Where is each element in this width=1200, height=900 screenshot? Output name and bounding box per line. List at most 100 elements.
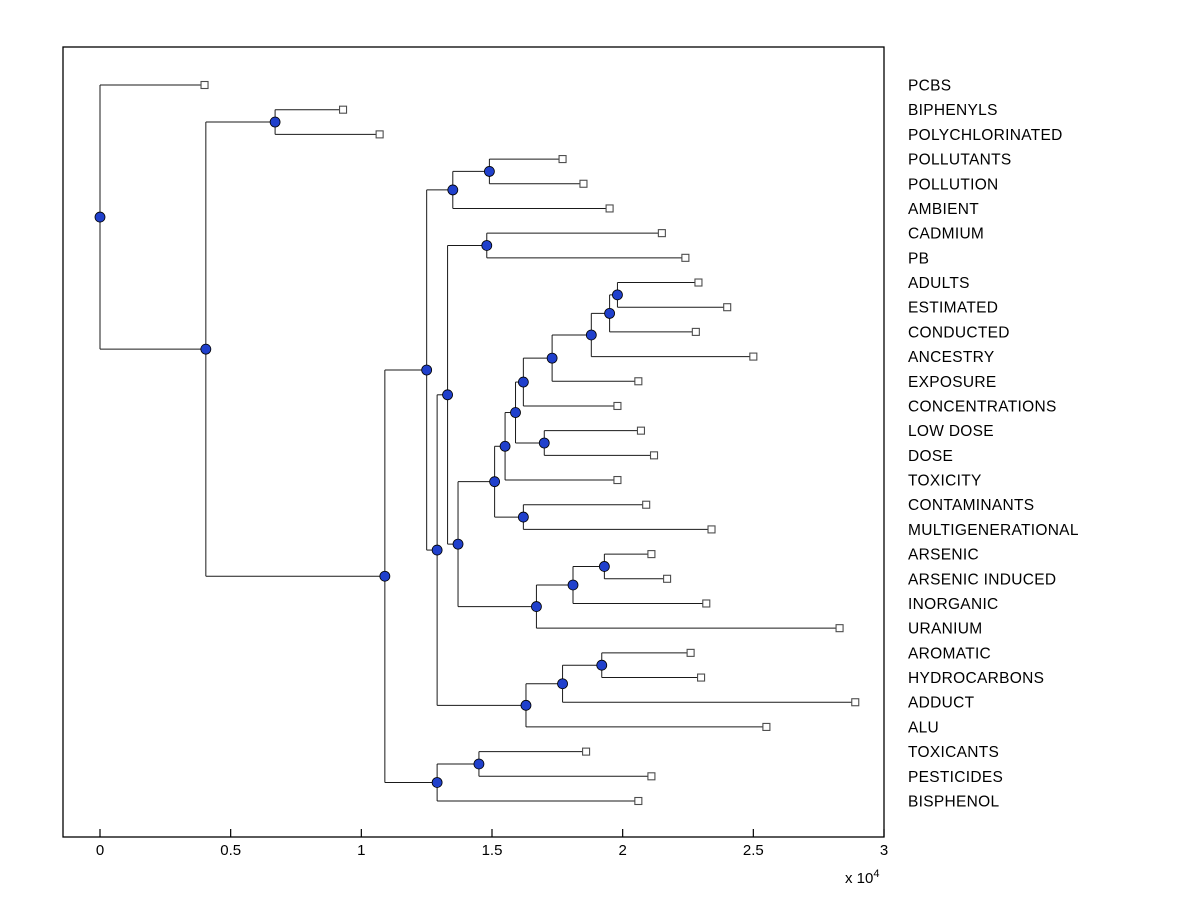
leaf-label: ESTIMATED bbox=[908, 300, 998, 317]
leaf-node-marker bbox=[579, 179, 588, 188]
branch-node-marker bbox=[517, 511, 529, 523]
leaf-label: MULTIGENERATIONAL bbox=[908, 522, 1079, 539]
leaf-label: TOXICITY bbox=[908, 473, 982, 490]
leaf-node-marker bbox=[681, 253, 690, 262]
leaf-node-marker bbox=[647, 550, 656, 559]
leaf-label: POLLUTION bbox=[908, 176, 999, 193]
leaf-node-marker bbox=[647, 772, 656, 781]
leaf-node-marker bbox=[636, 426, 646, 435]
branch-node-marker bbox=[442, 389, 453, 401]
branch-node-marker bbox=[499, 440, 511, 452]
x-tick-label: 2.5 bbox=[743, 842, 764, 859]
x-axis-multiplier-exponent: 4 bbox=[873, 868, 880, 880]
leaf-node-marker bbox=[338, 105, 348, 114]
leaf-node-marker bbox=[707, 525, 716, 534]
plot-box bbox=[62, 46, 885, 838]
leaf-label: ADDUCT bbox=[908, 695, 975, 712]
branch-node-marker bbox=[452, 538, 464, 550]
leaf-node-marker bbox=[375, 130, 384, 139]
leaf-label: CONDUCTED bbox=[908, 324, 1010, 341]
branch-node-marker bbox=[481, 240, 493, 251]
x-tick-label: 0 bbox=[96, 842, 104, 859]
leaf-node-marker bbox=[634, 377, 643, 386]
branch-node-marker bbox=[546, 352, 558, 364]
branch-node-marker bbox=[585, 329, 597, 341]
branch-node-marker bbox=[517, 376, 529, 388]
branch-node-marker bbox=[483, 166, 495, 177]
leaf-node-marker bbox=[694, 278, 703, 287]
branch-node-marker bbox=[531, 601, 542, 612]
branch-node-marker bbox=[538, 437, 550, 449]
leaf-label: ADULTS bbox=[908, 275, 970, 292]
branch-node-marker bbox=[269, 116, 281, 128]
leaf-label: POLYCHLORINATED bbox=[908, 127, 1063, 144]
branch-node-marker bbox=[596, 659, 608, 671]
leaf-label: EXPOSURE bbox=[908, 374, 997, 391]
leaf-label: CADMIUM bbox=[908, 226, 984, 243]
leaf-label: AROMATIC bbox=[908, 645, 991, 662]
leaf-label: ARSENIC INDUCED bbox=[908, 571, 1056, 588]
leaf-node-marker bbox=[835, 624, 844, 633]
leaf-label: TOXICANTS bbox=[908, 744, 999, 761]
branch-node-marker bbox=[447, 184, 459, 196]
branch-node-marker bbox=[567, 579, 579, 591]
leaf-node-marker bbox=[691, 327, 700, 336]
branch-node-marker bbox=[431, 777, 443, 788]
leaf-label: ALU bbox=[908, 719, 939, 736]
leaf-node-marker bbox=[613, 401, 622, 411]
leaf-node-marker bbox=[605, 204, 614, 213]
leaf-node-marker bbox=[686, 648, 695, 657]
leaf-label: ANCESTRY bbox=[908, 349, 995, 366]
branch-node-marker bbox=[379, 570, 391, 582]
branch-node-marker bbox=[473, 758, 485, 770]
leaf-label: BIPHENYLS bbox=[908, 102, 998, 119]
branch-node-marker bbox=[200, 343, 212, 355]
leaf-label: PB bbox=[908, 250, 929, 267]
leaf-label: PCBS bbox=[908, 78, 951, 95]
x-axis-multiplier: x 104 bbox=[845, 868, 879, 887]
branch-node-marker bbox=[94, 211, 106, 223]
leaf-label: HYDROCARBONS bbox=[908, 670, 1044, 687]
branch-node-marker bbox=[598, 561, 610, 572]
leaf-node-marker bbox=[200, 80, 209, 90]
leaf-label: BISPHENOL bbox=[908, 794, 1000, 811]
leaf-label: URANIUM bbox=[908, 621, 982, 638]
x-axis-multiplier-base: x 10 bbox=[845, 870, 874, 887]
x-tick-label: 1.5 bbox=[482, 842, 503, 859]
x-tick-label: 1 bbox=[357, 842, 365, 859]
leaf-node-marker bbox=[582, 747, 591, 756]
branch-node-marker bbox=[431, 544, 443, 556]
leaf-label: LOW DOSE bbox=[908, 423, 994, 440]
leaf-label: POLLUTANTS bbox=[908, 152, 1012, 169]
leaf-label: CONTAMINANTS bbox=[908, 497, 1034, 514]
leaf-label: INORGANIC bbox=[908, 596, 999, 613]
leaf-node-marker bbox=[723, 303, 732, 312]
leaf-node-marker bbox=[634, 796, 643, 806]
leaf-node-marker bbox=[649, 451, 659, 460]
leaf-label: AMBIENT bbox=[908, 201, 979, 218]
branch-node-marker bbox=[557, 678, 568, 690]
x-tick-label: 2 bbox=[618, 842, 626, 859]
leaf-node-marker bbox=[642, 500, 651, 509]
branch-node-marker bbox=[612, 289, 623, 301]
leaf-node-marker bbox=[702, 599, 711, 608]
leaf-label: DOSE bbox=[908, 448, 953, 465]
branch-node-marker bbox=[510, 407, 521, 418]
branch-node-marker bbox=[489, 476, 501, 488]
leaf-label: CONCENTRATIONS bbox=[908, 398, 1057, 415]
leaf-node-marker bbox=[613, 475, 622, 485]
branch-node-marker bbox=[604, 307, 615, 319]
leaf-label: ARSENIC bbox=[908, 547, 979, 564]
branch-node-marker bbox=[520, 699, 532, 711]
leaf-node-marker bbox=[657, 229, 666, 238]
leaf-node-marker bbox=[749, 352, 758, 361]
branch-node-marker bbox=[421, 364, 433, 376]
leaf-node-marker bbox=[762, 722, 771, 731]
leaf-node-marker bbox=[558, 155, 567, 164]
x-tick-label: 3 bbox=[880, 842, 888, 859]
leaf-node-marker bbox=[663, 574, 672, 583]
leaf-label: PESTICIDES bbox=[908, 769, 1003, 786]
x-tick-label: 0.5 bbox=[220, 842, 241, 859]
